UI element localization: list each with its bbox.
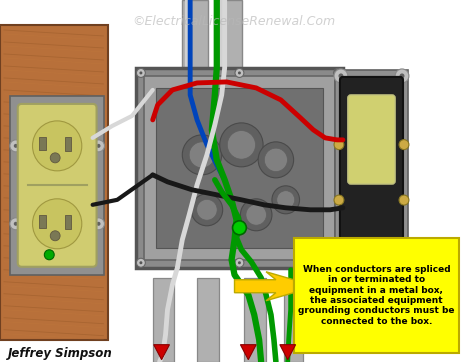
- Circle shape: [264, 148, 287, 172]
- Circle shape: [337, 71, 339, 75]
- Text: Jeffrey Simpson: Jeffrey Simpson: [8, 347, 113, 360]
- Circle shape: [139, 71, 142, 75]
- Circle shape: [139, 261, 142, 264]
- Polygon shape: [235, 272, 293, 301]
- Bar: [284, 278, 303, 362]
- Circle shape: [334, 258, 342, 267]
- Circle shape: [395, 262, 409, 276]
- Text: When conductors are spliced
in or terminated to
equipment in a metal box,
the as: When conductors are spliced in or termin…: [298, 265, 455, 326]
- Circle shape: [338, 73, 343, 79]
- Circle shape: [399, 195, 409, 205]
- Bar: [0, 25, 109, 340]
- Circle shape: [334, 69, 348, 83]
- Polygon shape: [280, 345, 296, 360]
- Circle shape: [220, 123, 263, 167]
- Bar: [155, 88, 323, 248]
- Bar: [293, 238, 459, 353]
- Circle shape: [33, 121, 82, 171]
- FancyBboxPatch shape: [18, 104, 97, 267]
- Circle shape: [235, 68, 244, 77]
- Circle shape: [137, 68, 146, 77]
- Bar: [287, 278, 291, 362]
- Bar: [136, 68, 343, 268]
- Circle shape: [337, 261, 339, 264]
- Circle shape: [235, 258, 244, 267]
- Circle shape: [238, 71, 241, 75]
- Circle shape: [92, 218, 104, 230]
- Circle shape: [399, 140, 409, 150]
- Circle shape: [197, 199, 217, 220]
- Bar: [220, 0, 225, 80]
- Circle shape: [228, 131, 255, 159]
- Circle shape: [10, 218, 22, 230]
- Circle shape: [334, 195, 344, 205]
- Bar: [247, 278, 251, 362]
- Bar: [182, 0, 208, 80]
- Circle shape: [233, 221, 246, 235]
- Circle shape: [50, 153, 60, 163]
- Text: ©ElectricalLicenseRenewal.Com: ©ElectricalLicenseRenewal.Com: [132, 16, 335, 29]
- Circle shape: [246, 205, 266, 225]
- Circle shape: [14, 144, 18, 148]
- Circle shape: [338, 266, 343, 271]
- Bar: [39, 215, 46, 228]
- Polygon shape: [154, 345, 170, 360]
- Circle shape: [45, 250, 54, 260]
- Bar: [65, 137, 71, 151]
- Circle shape: [92, 140, 104, 152]
- Circle shape: [189, 142, 215, 168]
- Circle shape: [50, 231, 60, 241]
- Circle shape: [372, 268, 381, 278]
- Circle shape: [191, 194, 223, 226]
- FancyBboxPatch shape: [348, 95, 395, 184]
- FancyBboxPatch shape: [340, 77, 403, 268]
- Bar: [39, 137, 46, 150]
- Bar: [217, 0, 242, 80]
- Bar: [10, 96, 104, 275]
- Circle shape: [238, 261, 241, 264]
- Circle shape: [182, 135, 222, 175]
- Bar: [155, 278, 160, 362]
- Circle shape: [137, 258, 146, 267]
- Circle shape: [400, 73, 404, 79]
- Bar: [335, 70, 408, 275]
- Bar: [200, 278, 204, 362]
- Circle shape: [272, 186, 300, 214]
- Circle shape: [97, 144, 100, 148]
- Circle shape: [10, 140, 22, 152]
- Circle shape: [400, 266, 404, 271]
- Bar: [65, 215, 71, 229]
- Bar: [153, 278, 174, 362]
- Circle shape: [33, 199, 82, 249]
- Circle shape: [334, 262, 348, 276]
- Bar: [197, 278, 219, 362]
- Circle shape: [97, 222, 100, 226]
- Circle shape: [277, 191, 295, 209]
- Circle shape: [334, 140, 344, 150]
- Bar: [144, 76, 335, 260]
- Bar: [245, 278, 266, 362]
- Circle shape: [258, 142, 293, 178]
- Polygon shape: [240, 345, 256, 360]
- Circle shape: [240, 199, 272, 231]
- Bar: [185, 0, 190, 80]
- Circle shape: [14, 222, 18, 226]
- Circle shape: [334, 68, 342, 77]
- Circle shape: [395, 69, 409, 83]
